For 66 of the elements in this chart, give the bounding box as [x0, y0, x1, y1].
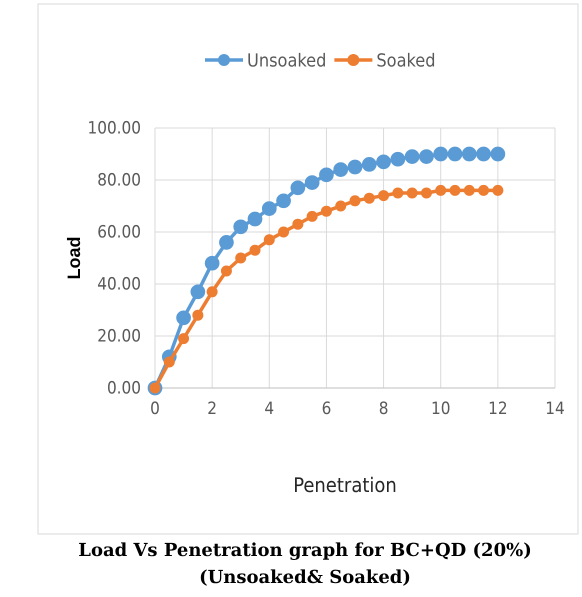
point [264, 234, 275, 246]
point [335, 200, 346, 212]
point [176, 310, 191, 326]
point [378, 190, 390, 202]
point [364, 192, 375, 204]
point [376, 154, 391, 170]
point [478, 184, 490, 196]
x-tick-label: 4 [264, 399, 274, 420]
text: Load Vs Penetration graph for BC+QD (20%) (Unsoaked& Soaked) [78, 540, 532, 588]
y-tick-label: 40.00 [97, 274, 141, 294]
point [362, 157, 377, 172]
point [320, 206, 332, 217]
point [233, 219, 248, 234]
point [448, 146, 462, 162]
point [304, 175, 320, 190]
point [348, 160, 362, 174]
point [192, 310, 204, 321]
point [164, 356, 175, 368]
y-tick-label: 60.00 [97, 222, 141, 242]
point [392, 188, 404, 198]
point [250, 244, 260, 256]
point [248, 212, 262, 226]
point [292, 218, 304, 230]
x-tick-label: 6 [322, 399, 332, 420]
x-tick-label: 10 [430, 399, 450, 420]
point [204, 256, 220, 271]
x-axis-title: Penetration [293, 473, 397, 497]
point [450, 184, 460, 196]
x-tick-label: 2 [207, 399, 218, 420]
point [278, 226, 290, 238]
point [262, 201, 277, 216]
legend-label: Unsoaked [247, 50, 326, 72]
point [276, 193, 291, 208]
point [404, 149, 420, 164]
point [206, 286, 218, 298]
point [492, 184, 504, 196]
y-axis-title: Load [64, 236, 84, 280]
point [306, 210, 318, 222]
point [290, 180, 306, 196]
point [350, 195, 360, 206]
point [406, 188, 418, 198]
point [476, 146, 491, 162]
point [190, 284, 206, 300]
x-tick-label: 0 [150, 399, 160, 420]
point [220, 266, 232, 276]
y-tick-label: 80.00 [97, 170, 141, 190]
point [390, 152, 406, 167]
point [419, 149, 434, 164]
point [420, 188, 432, 198]
point [319, 167, 334, 182]
x-tick-label: 12 [488, 399, 508, 420]
point [464, 184, 475, 196]
point [433, 146, 448, 162]
x-tick-label: 14 [545, 399, 565, 420]
legend-label: Soaked [376, 50, 436, 72]
point [462, 146, 477, 162]
x-tick-label: 8 [378, 399, 388, 420]
point [178, 333, 190, 344]
y-tick-label: 100.00 [88, 118, 141, 138]
point [435, 184, 446, 196]
point [235, 252, 246, 264]
y-tick-label: 20.00 [97, 326, 141, 346]
point [219, 235, 234, 250]
point [490, 146, 506, 162]
point [333, 162, 348, 177]
y-tick-label: 0.00 [106, 378, 141, 398]
